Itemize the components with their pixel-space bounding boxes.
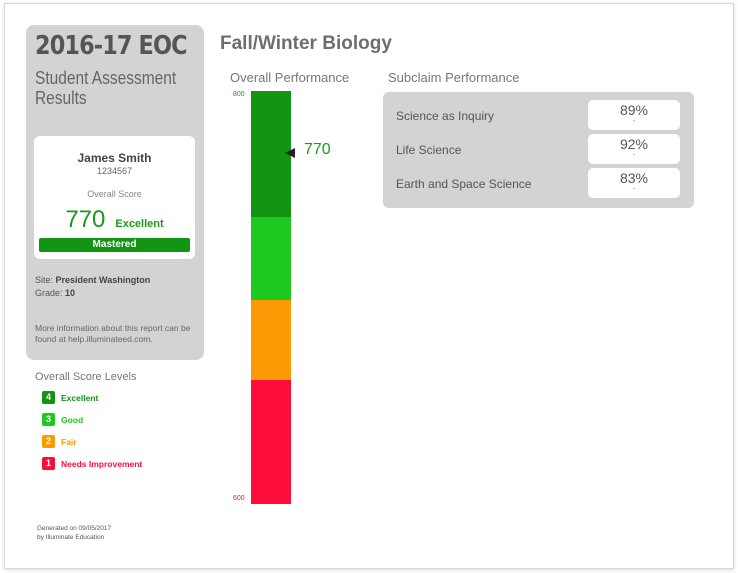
subclaim-name: Life Science <box>396 143 462 157</box>
report-title: 2016-17 EOC <box>35 31 188 61</box>
subclaim-score-box: 89% - <box>588 100 680 130</box>
student-card: James Smith 1234567 Overall Score 770 Ex… <box>34 136 195 259</box>
score-marker-icon <box>285 147 295 158</box>
performance-band-fair <box>251 299 291 381</box>
overall-score-label: Overall Score <box>87 189 142 199</box>
bar-max-label: 800 <box>233 91 245 98</box>
level-badge: 4 <box>42 391 55 404</box>
grade-value: 10 <box>65 288 76 298</box>
subclaim-percent: 89% <box>619 102 649 118</box>
subclaim-sub: - <box>632 152 636 159</box>
performance-band-excellent <box>251 91 291 217</box>
level-label: Fair <box>61 436 77 447</box>
level-label: Good <box>61 414 84 425</box>
level-label: Excellent <box>61 392 99 403</box>
generated-by: by Illuminate Education <box>37 534 105 541</box>
grade-line: Grade: 10 <box>35 287 150 300</box>
report-subtitle-line2: Results <box>35 88 87 108</box>
level-item-good: 3 Good <box>42 413 83 426</box>
subclaim-name: Earth and Space Science <box>396 177 532 191</box>
subclaim-row: Earth and Space Science 83% - <box>383 168 694 198</box>
level-badge: 3 <box>42 413 55 426</box>
student-id: 1234567 <box>96 166 133 176</box>
subclaim-performance-title: Subclaim Performance <box>388 70 520 85</box>
generated-date: Generated on 09/05/2017 <box>37 525 112 532</box>
score-row: 770 Excellent <box>34 206 195 234</box>
report-page: 2016-17 EOC Student Assessment Results J… <box>4 3 734 569</box>
level-badge: 2 <box>42 435 55 448</box>
subclaim-row: Science as Inquiry 89% - <box>383 100 694 130</box>
student-name: James Smith <box>77 151 152 165</box>
subclaim-sub: - <box>632 186 636 193</box>
report-subtitle-line1: Student Assessment <box>35 68 177 88</box>
overall-score-value: 770 <box>65 206 106 233</box>
summary-panel: 2016-17 EOC Student Assessment Results J… <box>26 25 204 360</box>
site-info: Site: President Washington Grade: 10 <box>35 274 150 300</box>
subclaim-score-box: 83% - <box>588 168 680 198</box>
subclaim-percent: 83% <box>619 170 649 186</box>
mastery-badge: Mastered <box>39 238 190 252</box>
subclaim-sub: - <box>632 118 636 125</box>
performance-band-good <box>251 216 291 300</box>
grade-label: Grade: <box>35 288 63 298</box>
subclaim-row: Life Science 92% - <box>383 134 694 164</box>
performance-band-needs-improvement <box>251 380 291 504</box>
assessment-title: Fall/Winter Biology <box>220 33 392 54</box>
subclaim-percent: 92% <box>619 136 649 152</box>
level-label: Needs Improvement <box>61 458 143 469</box>
score-levels-title: Overall Score Levels <box>35 371 137 383</box>
report-subtitle: Student Assessment Results <box>35 68 177 108</box>
subclaim-name: Science as Inquiry <box>396 109 495 123</box>
generated-footer: Generated on 09/05/2017 by Illuminate Ed… <box>37 524 111 542</box>
bar-min-label: 600 <box>233 495 245 502</box>
subclaim-score-box: 92% - <box>588 134 680 164</box>
overall-performance-title: Overall Performance <box>230 70 350 85</box>
level-badge: 1 <box>42 457 55 470</box>
site-line: Site: President Washington <box>35 274 150 287</box>
score-marker-value: 770 <box>304 140 331 158</box>
subclaim-panel: Science as Inquiry 89% - Life Science 92… <box>383 92 694 208</box>
level-item-excellent: 4 Excellent <box>42 391 98 404</box>
performance-bar <box>251 91 291 504</box>
more-info-text: More information about this report can b… <box>35 323 191 344</box>
level-item-needs-improvement: 1 Needs Improvement <box>42 457 142 470</box>
site-value: President Washington <box>55 275 151 285</box>
site-label: Site: <box>35 275 54 285</box>
level-item-fair: 2 Fair <box>42 435 77 448</box>
overall-score-level: Excellent <box>115 218 164 230</box>
